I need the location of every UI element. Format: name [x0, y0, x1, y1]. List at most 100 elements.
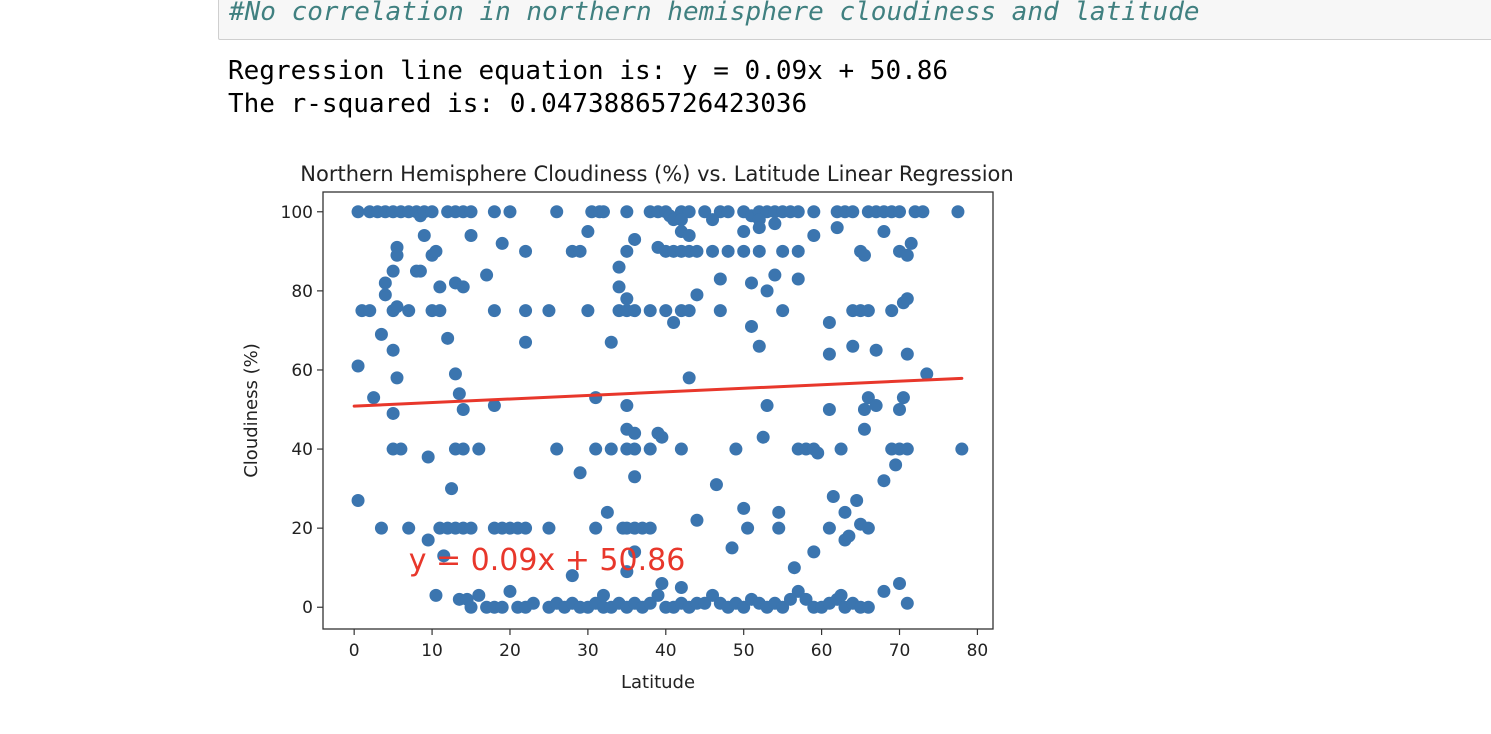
data-point: [573, 244, 587, 258]
data-point: [846, 205, 860, 219]
data-point: [920, 367, 934, 381]
data-point: [744, 319, 758, 333]
code-cell[interactable]: #No correlation in northern hemisphere c…: [218, 0, 1491, 40]
data-point: [846, 339, 860, 353]
data-point: [752, 221, 766, 235]
data-point: [756, 430, 770, 444]
data-point: [842, 529, 856, 543]
data-point: [378, 276, 392, 290]
y-axis-ticks: 0 20 40 60 80 100: [281, 203, 323, 618]
data-point: [386, 343, 400, 357]
data-point: [857, 403, 871, 417]
data-point: [503, 205, 517, 219]
data-point: [737, 501, 751, 515]
x-tick-label: 10: [421, 641, 443, 661]
data-point: [721, 244, 735, 258]
data-point: [374, 521, 388, 535]
data-point: [589, 521, 603, 535]
data-point: [893, 403, 907, 417]
data-point: [643, 596, 657, 610]
data-point: [589, 391, 603, 405]
y-tick-label: 40: [291, 440, 313, 460]
data-point: [768, 217, 782, 231]
x-tick-label: 20: [499, 641, 521, 661]
data-point: [861, 600, 875, 614]
data-point: [441, 331, 455, 345]
data-point: [869, 399, 883, 413]
data-point: [351, 205, 365, 219]
data-point: [744, 276, 758, 290]
data-point: [472, 442, 486, 456]
data-point: [413, 264, 427, 278]
y-tick-label: 20: [291, 519, 313, 539]
data-point: [768, 268, 782, 282]
data-point: [861, 304, 875, 318]
data-point: [877, 584, 891, 598]
data-point: [620, 244, 634, 258]
data-point: [487, 304, 501, 318]
regression-line: [352, 376, 964, 408]
data-point: [752, 339, 766, 353]
data-point: [772, 505, 786, 519]
data-point: [628, 470, 642, 484]
data-point: [390, 300, 404, 314]
data-point: [433, 280, 447, 294]
data-point: [464, 521, 478, 535]
data-point: [487, 205, 501, 219]
y-tick-label: 60: [291, 361, 313, 381]
data-point: [690, 513, 704, 527]
data-point: [503, 584, 517, 598]
data-point: [437, 549, 451, 563]
data-point: [706, 244, 720, 258]
data-point: [900, 442, 914, 456]
data-point: [596, 205, 610, 219]
data-point: [643, 521, 657, 535]
data-point: [698, 596, 712, 610]
data-point: [519, 304, 533, 318]
data-point: [776, 244, 790, 258]
x-tick-label: 60: [811, 641, 833, 661]
data-point: [421, 450, 435, 464]
data-point: [374, 327, 388, 341]
data-point: [417, 229, 431, 243]
data-point: [706, 588, 720, 602]
data-point: [889, 458, 903, 472]
data-point: [565, 569, 579, 583]
data-point: [706, 213, 720, 227]
data-point: [351, 493, 365, 507]
data-point: [519, 521, 533, 535]
data-point: [713, 304, 727, 318]
data-point: [363, 304, 377, 318]
data-point: [791, 244, 805, 258]
data-point: [713, 272, 727, 286]
y-tick-label: 100: [281, 203, 313, 223]
data-point: [386, 406, 400, 420]
data-point: [857, 422, 871, 436]
data-point: [896, 391, 910, 405]
data-point: [760, 284, 774, 298]
data-point: [674, 580, 688, 594]
data-point: [737, 244, 751, 258]
data-point: [612, 280, 626, 294]
data-point: [600, 505, 614, 519]
data-point: [674, 442, 688, 456]
data-point: [620, 565, 634, 579]
data-point: [877, 225, 891, 239]
data-point: [787, 561, 801, 575]
data-point: [643, 442, 657, 456]
data-point: [542, 304, 556, 318]
data-point: [682, 304, 696, 318]
data-point: [651, 588, 665, 602]
data-point: [628, 442, 642, 456]
data-point: [620, 399, 634, 413]
data-point: [367, 391, 381, 405]
data-point: [581, 304, 595, 318]
data-point: [526, 596, 540, 610]
data-point: [737, 225, 751, 239]
data-point: [838, 505, 852, 519]
x-tick-label: 30: [577, 641, 599, 661]
data-point: [955, 442, 969, 456]
x-axis-ticks: 0 10 20 30 40 50 60 70 80: [349, 629, 988, 661]
data-point: [900, 347, 914, 361]
